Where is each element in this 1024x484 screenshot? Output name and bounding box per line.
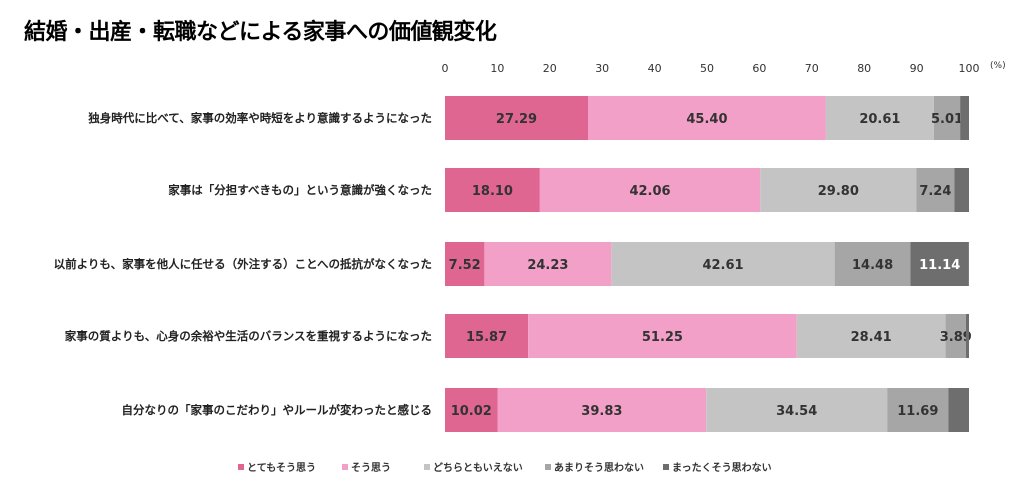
- x-tick-label: 80: [857, 62, 871, 75]
- legend-label: とてもそう思う: [247, 462, 316, 474]
- bar-segment: [948, 388, 969, 432]
- legend-swatch: [545, 464, 551, 470]
- data-label: 11.14: [919, 258, 960, 273]
- x-tick-label: 30: [595, 62, 609, 75]
- bar-segment: [960, 96, 969, 140]
- x-tick-label: 70: [805, 62, 819, 75]
- legend-label: そう思う: [351, 462, 391, 474]
- data-label: 11.69: [897, 404, 938, 419]
- data-label: 45.40: [686, 112, 727, 127]
- data-label: 5.01: [931, 112, 963, 127]
- bar-segment: [528, 314, 797, 358]
- legend-swatch: [663, 464, 669, 470]
- legend-label: あまりそう思わない: [554, 461, 644, 474]
- x-tick-label: 20: [543, 62, 557, 75]
- chart-title: 結婚・出産・転職などによる家事への価値観変化: [24, 20, 497, 45]
- bar-segment: [445, 388, 498, 432]
- data-label: 29.80: [818, 184, 859, 199]
- category-label: 独身時代に比べて、家事の効率や時短をより意識するようになった: [88, 111, 432, 125]
- category-label: 家事の質よりも、心身の余裕や生活のバランスを重視するようになった: [65, 329, 432, 343]
- bar-segment: [445, 242, 485, 286]
- x-tick-label: 0: [442, 62, 449, 75]
- axis-unit-label: (%): [990, 61, 1006, 71]
- legend-swatch: [238, 464, 244, 470]
- bar-segment: [760, 168, 917, 212]
- bar-segment: [887, 388, 949, 432]
- data-label: 27.29: [496, 112, 537, 127]
- bar-segment: [611, 242, 835, 286]
- x-tick-label: 100: [959, 62, 980, 75]
- bar-segment: [445, 168, 540, 212]
- data-label: 24.23: [527, 258, 568, 273]
- bar-segment: [539, 168, 761, 212]
- data-label: 42.61: [702, 258, 743, 273]
- bar-segment: [445, 314, 529, 358]
- bar-segment: [933, 96, 961, 140]
- bar-segment: [796, 314, 946, 358]
- data-label: 51.25: [642, 330, 683, 345]
- data-label: 28.41: [851, 330, 892, 345]
- data-label: 3.89: [940, 330, 972, 345]
- data-label: 18.10: [472, 184, 513, 199]
- data-label: 7.52: [449, 258, 481, 273]
- bar-segment: [825, 96, 934, 140]
- x-tick-label: 60: [752, 62, 766, 75]
- bar-segment: [706, 388, 888, 432]
- data-label: 7.24: [919, 184, 951, 199]
- bar-segment: [834, 242, 911, 286]
- bar-segment: [916, 168, 955, 212]
- bar-segment: [484, 242, 612, 286]
- bar-segment: [954, 168, 969, 212]
- data-label: 20.61: [859, 112, 900, 127]
- legend-swatch: [342, 464, 348, 470]
- data-label: 42.06: [629, 184, 670, 199]
- data-label: 39.83: [581, 404, 622, 419]
- bar-segment: [945, 314, 966, 358]
- data-label: 14.48: [852, 258, 893, 273]
- x-tick-label: 50: [700, 62, 714, 75]
- bar-segment: [965, 314, 969, 358]
- category-label: 家事は「分担すべきもの」という意識が強くなった: [168, 183, 432, 197]
- category-label: 自分なりの「家事のこだわり」やルールが変わったと感じる: [122, 403, 433, 417]
- data-label: 10.02: [451, 404, 492, 419]
- x-tick-label: 40: [648, 62, 662, 75]
- category-label: 以前よりも、家事を他人に任せる（外注する）ことへの抵抗がなくなった: [54, 257, 432, 271]
- bar-segment: [587, 96, 826, 140]
- x-tick-label: 10: [490, 62, 504, 75]
- x-tick-label: 90: [910, 62, 924, 75]
- legend-label: まったくそう思わない: [672, 462, 772, 474]
- bar-segment: [497, 388, 707, 432]
- legend-swatch: [424, 464, 430, 470]
- bar-segment: [910, 242, 969, 286]
- data-label: 34.54: [776, 404, 817, 419]
- data-label: 15.87: [466, 330, 507, 345]
- bar-segment: [445, 96, 588, 140]
- legend-label: どちらともいえない: [433, 461, 523, 474]
